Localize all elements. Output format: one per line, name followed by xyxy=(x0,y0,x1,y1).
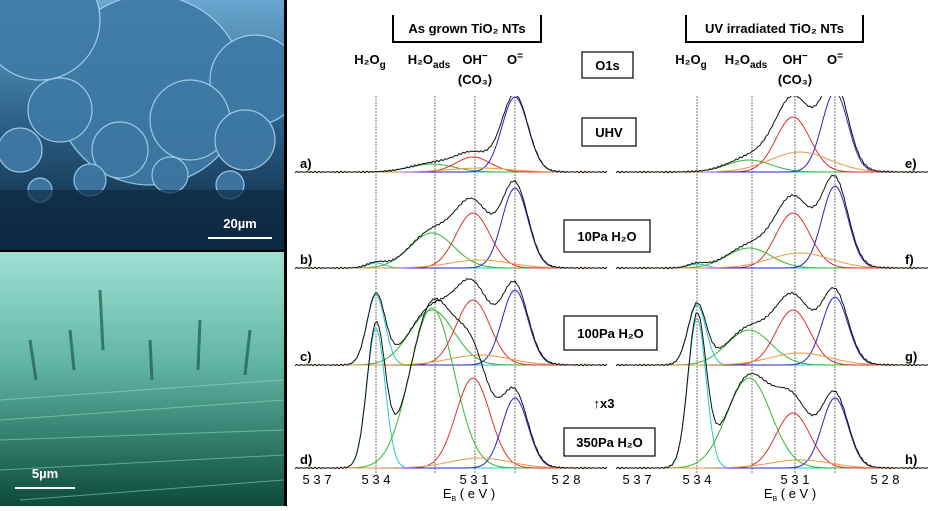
peak-label: O= xyxy=(507,51,523,67)
label-part: B xyxy=(451,496,456,503)
label-part: H₂O xyxy=(725,52,750,67)
spectrum xyxy=(615,286,929,367)
row-letter: c) xyxy=(300,349,312,364)
label-part: ( e V ) xyxy=(456,486,495,501)
row-letter: f) xyxy=(905,252,914,267)
label-part: O xyxy=(827,52,837,67)
fit-component xyxy=(616,252,928,269)
panel-title: As grown TiO₂ NTs xyxy=(408,21,525,36)
row-letter: g) xyxy=(905,349,917,364)
sem-image-bottom: 5µm xyxy=(0,252,284,506)
label-part: ( e V ) xyxy=(777,486,816,501)
x-tick-label: 5 3 1 xyxy=(460,472,489,487)
spectrum xyxy=(294,278,608,367)
sem-image-top: 20µm xyxy=(0,0,284,250)
x-tick-label: 5 3 7 xyxy=(303,472,332,487)
title-bracket xyxy=(685,15,864,43)
row-letter: a) xyxy=(300,156,312,171)
label-part: g xyxy=(701,60,707,71)
peak-label: H₂Oads xyxy=(725,52,768,71)
row-letter: d) xyxy=(300,452,312,467)
label-part: ads xyxy=(750,60,768,71)
x-tick-label: 5 3 7 xyxy=(623,472,652,487)
region-label: O1s xyxy=(595,58,620,73)
x-axis-title: EB ( e V ) xyxy=(764,486,816,503)
label-part: H₂O xyxy=(354,52,379,67)
label-part: − xyxy=(482,51,488,62)
peak-label: H₂Oads xyxy=(408,52,451,71)
row-letter: h) xyxy=(905,452,917,467)
condition-label: 350Pa H₂O xyxy=(576,435,642,450)
scale-bar-label: 5µm xyxy=(32,466,58,481)
peak-label-note: (CO₃) xyxy=(458,72,492,87)
title-bracket xyxy=(392,15,542,43)
x-tick-label: 5 3 1 xyxy=(781,472,810,487)
condition-label: 10Pa H₂O xyxy=(577,229,636,244)
fit-component xyxy=(616,151,928,173)
condition-label-box xyxy=(563,427,656,457)
label-part: ads xyxy=(433,60,451,71)
label-part: H₂O xyxy=(408,52,433,67)
spectrum xyxy=(294,297,608,470)
label-part: − xyxy=(802,51,808,62)
label-part: g xyxy=(380,60,386,71)
spectra-panel xyxy=(287,0,937,506)
label-part: E xyxy=(443,486,452,501)
x-tick-label: 5 3 4 xyxy=(362,472,391,487)
peak-label: OH− xyxy=(782,51,808,67)
label-part: = xyxy=(517,51,523,62)
peak-label-note: (CO₃) xyxy=(778,72,812,87)
spectrum xyxy=(615,312,929,470)
label-part: B xyxy=(772,496,777,503)
label-part: O xyxy=(507,52,517,67)
condition-label: 100Pa H₂O xyxy=(577,326,643,341)
spectrum xyxy=(615,174,929,270)
x-axis-title: EB ( e V ) xyxy=(443,486,495,503)
label-part: E xyxy=(764,486,773,501)
spectrum xyxy=(615,96,929,174)
condition-label-box xyxy=(581,117,637,147)
region-label-box xyxy=(581,51,634,79)
peak-label: OH− xyxy=(462,51,488,67)
x-tick-label: 5 2 8 xyxy=(552,472,581,487)
label-part: = xyxy=(837,51,843,62)
multiplier-label: ↑x3 xyxy=(594,396,615,411)
label-part: H₂O xyxy=(675,52,700,67)
peak-label: H₂Og xyxy=(675,52,706,71)
condition-label-box xyxy=(563,219,651,253)
condition-label: UHV xyxy=(595,125,623,140)
panel-title: UV irradiated TiO₂ NTs xyxy=(705,21,844,36)
label-part: OH xyxy=(462,52,482,67)
x-tick-label: 5 3 4 xyxy=(683,472,712,487)
row-letter: b) xyxy=(300,252,312,267)
row-letter: e) xyxy=(905,156,917,171)
scale-bar-label: 20µm xyxy=(223,216,257,231)
spectrum xyxy=(294,96,608,174)
spectrum xyxy=(294,179,608,270)
label-part: OH xyxy=(782,52,802,67)
condition-label-box xyxy=(563,315,658,351)
x-tick-label: 5 2 8 xyxy=(871,472,900,487)
peak-label: O= xyxy=(827,51,843,67)
peak-label: H₂Og xyxy=(354,52,385,71)
